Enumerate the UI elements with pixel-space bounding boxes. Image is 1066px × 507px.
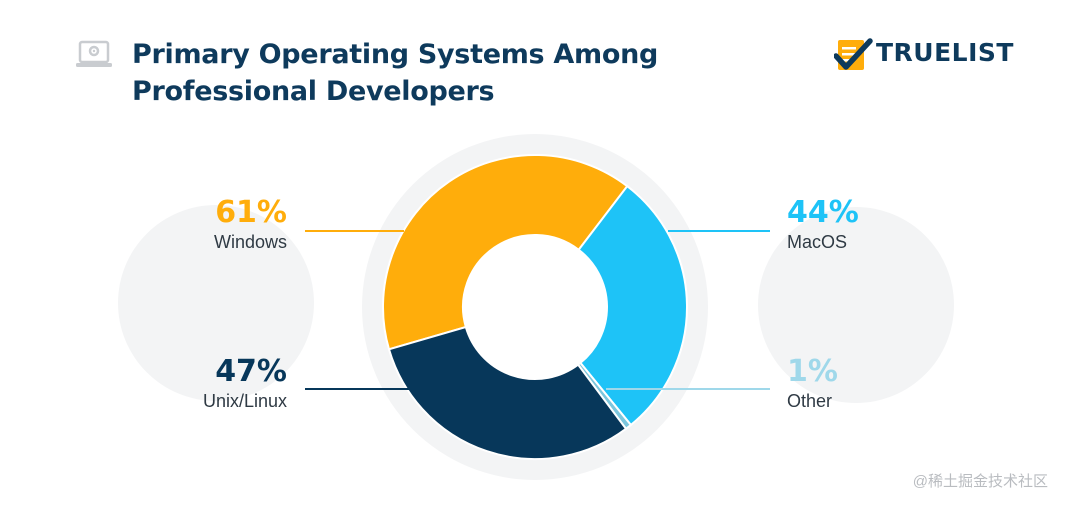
pct-unix: 47% (215, 354, 287, 389)
name-other: Other (787, 391, 833, 411)
label-unix: 47% Unix/Linux (203, 355, 287, 412)
name-macos: MacOS (787, 232, 848, 252)
label-windows: 61% Windows (214, 196, 287, 253)
logo-text: TRUELIST (876, 38, 1014, 67)
label-other: 1% Other (787, 355, 838, 412)
pct-windows: 61% (215, 195, 287, 230)
truelist-logo: TRUELIST (833, 36, 1024, 76)
title-line-2: Professional Developers (132, 76, 495, 107)
label-macos: 44% MacOS (787, 196, 859, 253)
pct-other: 1% (787, 354, 838, 389)
watermark: @稀土掘金技术社区 (912, 473, 1048, 490)
laptop-gear-icon (76, 40, 112, 67)
truelist-checkmark-icon (833, 38, 873, 70)
title-line-1: Primary Operating Systems Among (132, 39, 659, 70)
donut-hole (463, 235, 607, 379)
background-circle-right (758, 207, 954, 403)
name-unix: Unix/Linux (202, 391, 287, 411)
pct-macos: 44% (787, 195, 859, 230)
background-circle-left (118, 205, 314, 401)
page-title: Primary Operating Systems Among Professi… (132, 36, 658, 110)
name-windows: Windows (213, 232, 287, 252)
